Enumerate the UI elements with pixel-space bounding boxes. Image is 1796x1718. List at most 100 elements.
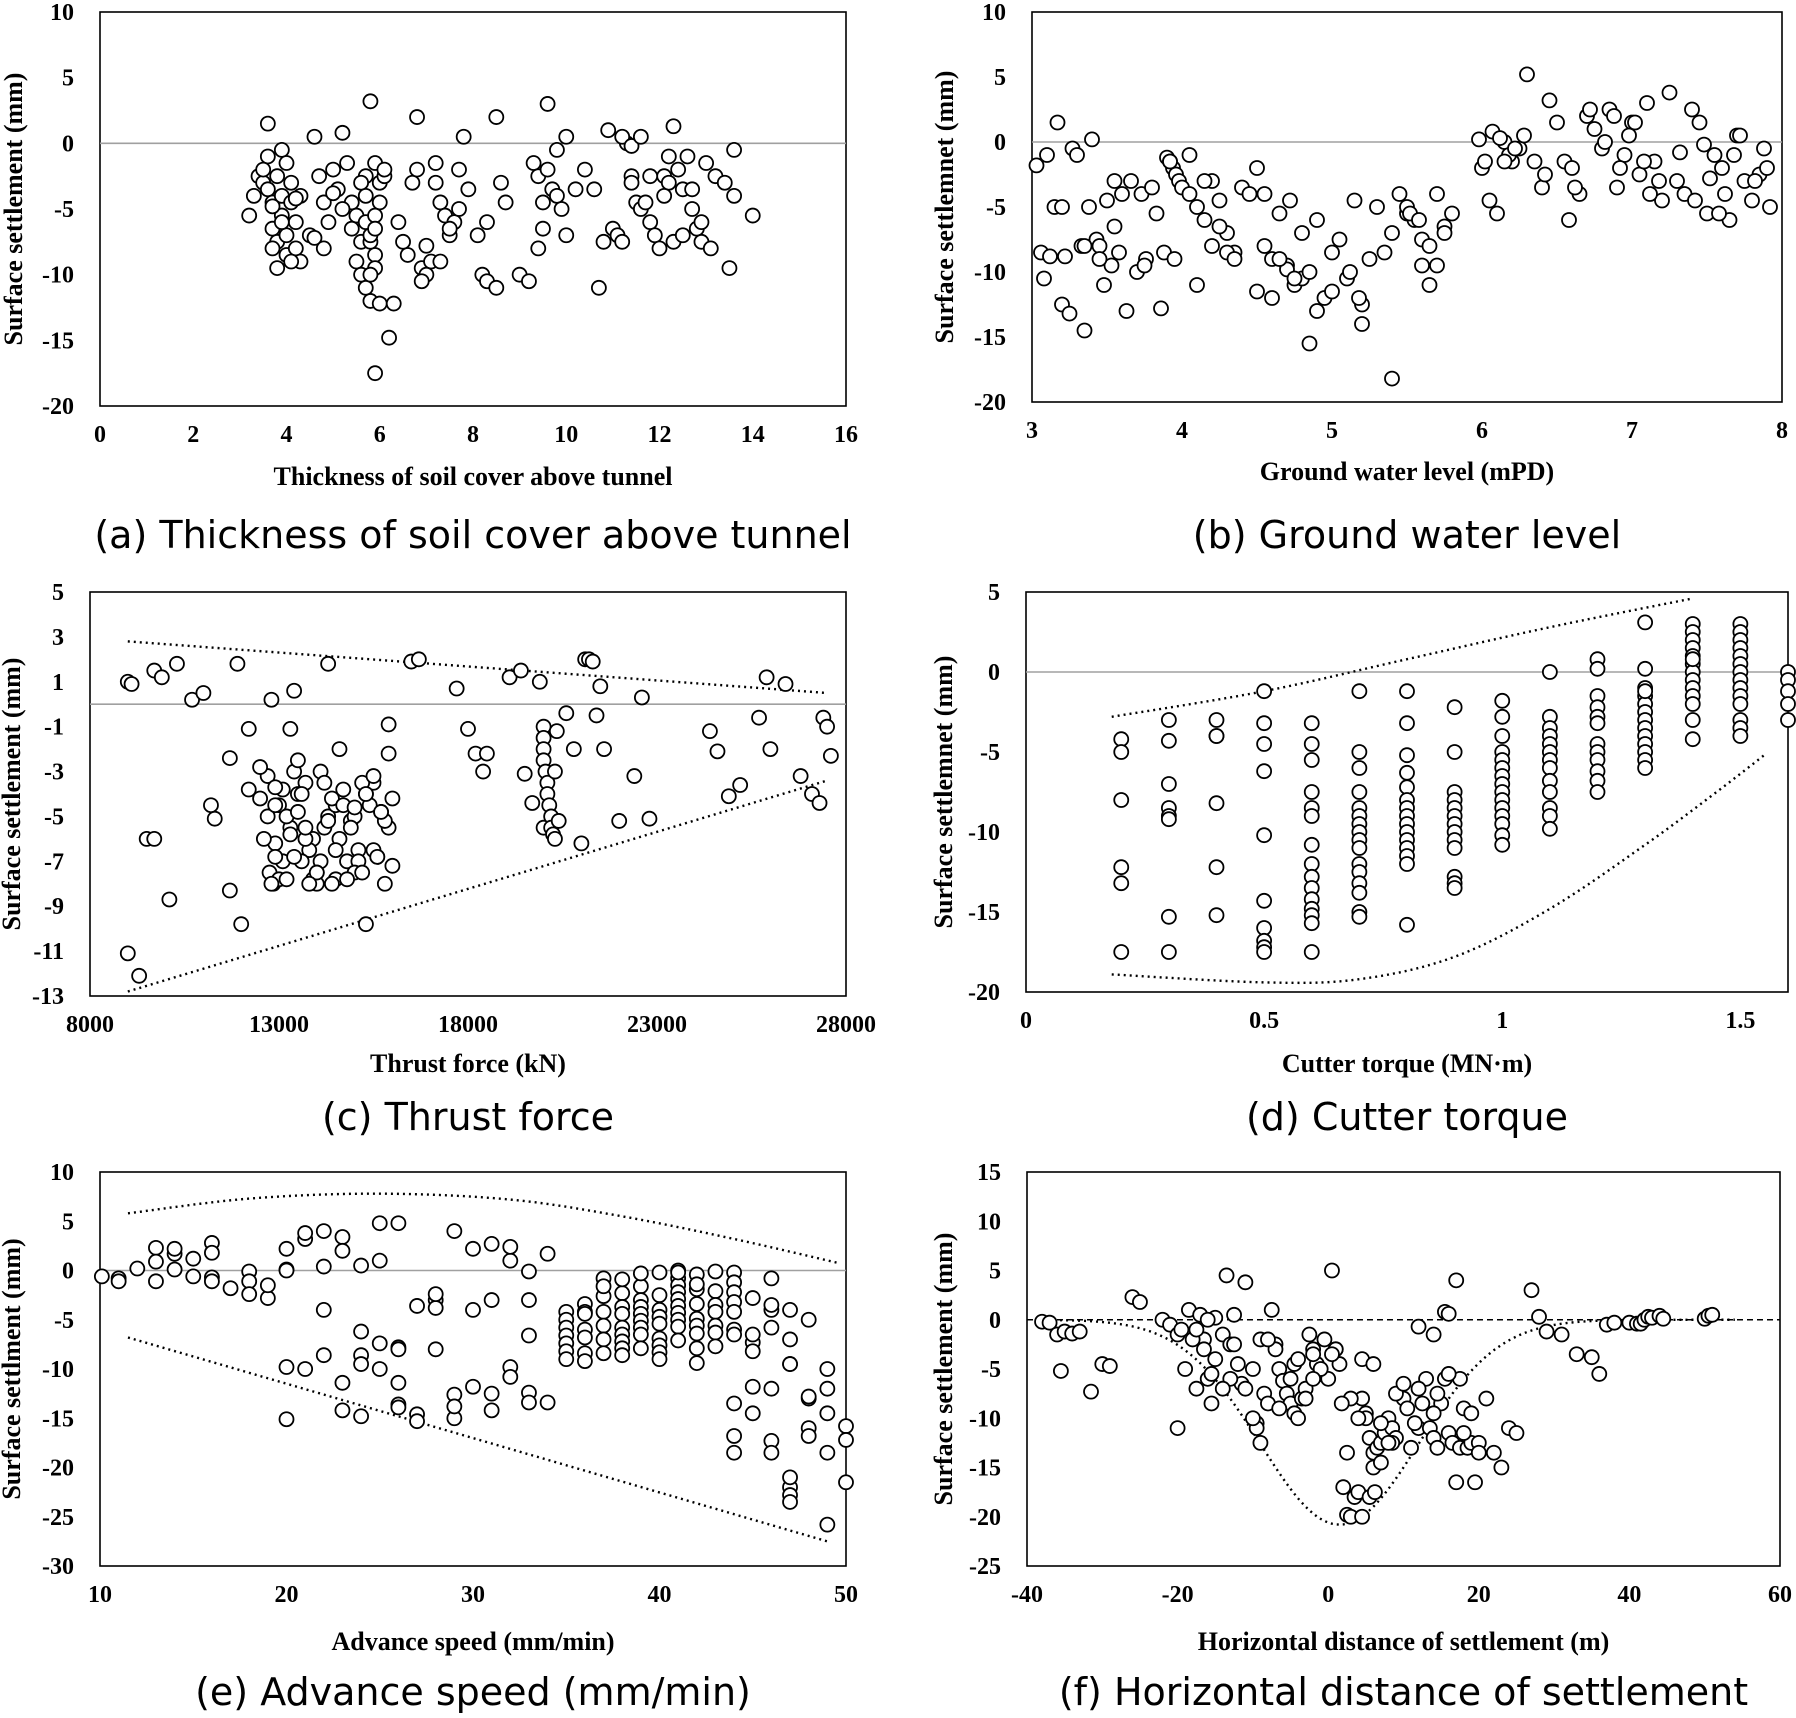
- x-axis-label-e: Advance speed (mm/min): [331, 1627, 614, 1656]
- data-point-b: [1181, 147, 1198, 163]
- data-point-a: [413, 273, 430, 290]
- data-point-b: [1717, 186, 1733, 202]
- data-point-e: [93, 1268, 110, 1285]
- data-point-e: [800, 1388, 817, 1405]
- data-point-b: [1106, 218, 1123, 235]
- data-point-e: [632, 1340, 649, 1357]
- data-point-c: [221, 882, 238, 899]
- data-point-e: [782, 1331, 798, 1348]
- data-point-e: [688, 1340, 705, 1357]
- y-tick-label-a: 5: [62, 66, 74, 92]
- data-point-a: [287, 190, 304, 207]
- data-point-b: [1691, 114, 1708, 131]
- y-tick-label-b: -15: [974, 325, 1006, 351]
- data-point-a: [535, 194, 551, 211]
- y-tick-label-c: -3: [44, 760, 64, 786]
- data-point-e: [521, 1394, 537, 1411]
- data-point-a: [315, 240, 332, 257]
- data-point-d: [1208, 907, 1225, 924]
- data-point-a: [670, 161, 687, 178]
- data-point-e: [278, 1359, 295, 1375]
- x-tick-label-b: 8: [1776, 418, 1788, 444]
- y-tick-label-f: 15: [977, 1160, 1001, 1186]
- data-point-a: [381, 329, 397, 346]
- data-point-b: [1028, 157, 1045, 174]
- data-point-c: [240, 781, 257, 798]
- data-point-a: [334, 201, 351, 217]
- data-point-a: [488, 279, 505, 296]
- data-point-e: [782, 1469, 798, 1486]
- data-point-a: [451, 201, 467, 217]
- data-point-e: [278, 1240, 295, 1257]
- x-tick-label-c: 18000: [438, 1012, 498, 1038]
- y-axis-label-c: Surface settlement (mm): [0, 658, 26, 931]
- data-point-c: [123, 676, 140, 692]
- data-point-e: [688, 1325, 705, 1342]
- data-point-c: [478, 745, 495, 762]
- data-point-d: [1113, 792, 1130, 808]
- data-point-c: [263, 691, 280, 708]
- data-point-e: [390, 1399, 407, 1416]
- data-point-e: [558, 1351, 575, 1368]
- x-tick-label-a: 2: [187, 422, 199, 448]
- data-point-e: [465, 1378, 481, 1395]
- y-tick-label-a: -5: [54, 197, 74, 223]
- data-point-f: [1226, 1306, 1242, 1323]
- data-point-d: [1684, 651, 1701, 668]
- y-tick-label-b: 5: [994, 65, 1006, 91]
- data-point-c: [229, 655, 246, 672]
- data-point-f: [1406, 1415, 1423, 1432]
- y-tick-label-d: 0: [988, 660, 1000, 686]
- data-point-e: [819, 1444, 836, 1461]
- data-point-d: [1541, 664, 1558, 680]
- data-point-e: [819, 1516, 836, 1533]
- data-point-b: [1597, 134, 1613, 150]
- data-point-e: [166, 1240, 183, 1257]
- data-point-a: [409, 161, 425, 178]
- data-point-d: [1351, 884, 1368, 901]
- data-point-b: [1756, 140, 1772, 157]
- data-point-b: [1726, 147, 1742, 163]
- data-point-e: [726, 1428, 742, 1444]
- data-point-e: [614, 1347, 631, 1364]
- data-point-c: [339, 871, 355, 888]
- data-point-e: [278, 1262, 295, 1279]
- y-tick-label-c: -7: [44, 849, 64, 875]
- data-point-a: [558, 227, 575, 244]
- data-point-a: [325, 185, 342, 202]
- data-point-f: [1305, 1346, 1322, 1363]
- data-point-f: [1301, 1326, 1318, 1343]
- data-point-c: [777, 676, 794, 692]
- data-point-f: [1203, 1366, 1220, 1382]
- data-point-d: [1589, 784, 1606, 800]
- data-point-e: [595, 1331, 612, 1348]
- data-point-a: [357, 187, 374, 204]
- data-point-b: [1181, 186, 1198, 202]
- data-point-e: [222, 1280, 239, 1297]
- data-point-b: [1421, 238, 1438, 254]
- data-point-f: [1655, 1310, 1672, 1327]
- data-point-c: [611, 813, 628, 829]
- data-point-c: [365, 768, 382, 784]
- data-point-d: [1160, 732, 1177, 749]
- data-point-e: [353, 1408, 370, 1425]
- data-point-d: [1256, 683, 1273, 700]
- data-point-c: [524, 795, 541, 811]
- y-tick-label-e: 5: [62, 1209, 74, 1235]
- data-point-a: [269, 168, 286, 185]
- data-point-a: [362, 266, 379, 283]
- data-point-d: [1303, 715, 1320, 732]
- data-point-c: [626, 768, 643, 784]
- data-point-a: [521, 273, 537, 290]
- data-point-c: [762, 741, 779, 758]
- data-point-b: [1301, 264, 1318, 280]
- data-point-c: [369, 848, 386, 865]
- data-point-f: [1591, 1366, 1608, 1382]
- data-point-e: [838, 1474, 854, 1491]
- data-point-c: [259, 808, 276, 825]
- data-point-c: [558, 705, 575, 722]
- x-tick-label-f: 20: [1467, 1582, 1491, 1608]
- data-point-b: [1069, 147, 1085, 163]
- data-point-f: [1169, 1420, 1186, 1436]
- data-point-a: [367, 365, 383, 382]
